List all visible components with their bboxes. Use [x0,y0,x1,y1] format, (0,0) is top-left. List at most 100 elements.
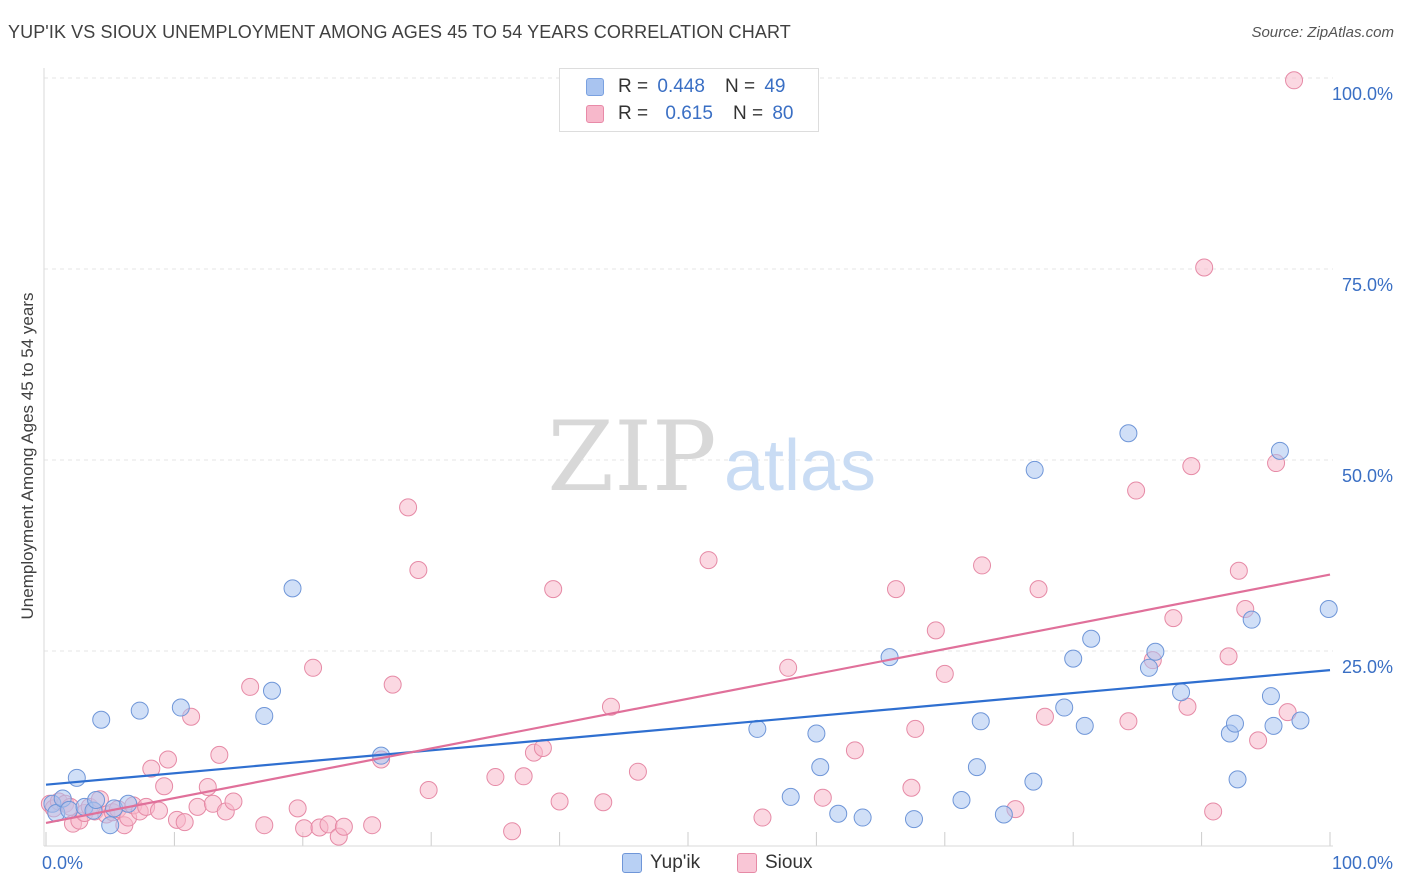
legend-n-label: N = [732,103,764,124]
watermark-atlas: atlas [724,426,876,506]
yupik-point [952,790,971,809]
yupik-point [807,724,826,743]
bottom-legend-swatch-sioux [737,853,757,873]
watermark: ZIP atlas [547,401,876,513]
axes [43,68,1333,847]
yupik-point [1270,441,1289,460]
legend-row-sioux: R = 0.615 N = 80 [586,102,793,126]
yupik-point [60,800,79,819]
yupik-point [119,794,138,813]
legend-row-yupik: R = 0.448 N = 49 [586,75,785,99]
sioux-point [149,801,168,820]
y-tick-label: 100.0% [1332,84,1393,104]
yupik-point [1082,629,1101,648]
sioux-point [973,556,992,575]
sioux-point [779,658,798,677]
sioux-point [155,777,174,796]
legend-n-label: N = [724,76,756,97]
sioux-point [158,750,177,769]
legend-swatch-yupik [586,78,604,96]
sioux-point [628,762,647,781]
yupik-point [283,579,302,598]
sioux-point [503,822,522,841]
yupik-point [853,808,872,827]
bottom-legend-label-sioux: Sioux [765,852,813,873]
sioux-point [1164,609,1183,628]
yupik-point [967,758,986,777]
sioux-point [1219,647,1238,666]
yupik-point [1025,460,1044,479]
sioux-point [845,741,864,760]
sioux-point [887,580,906,599]
chart-title: YUP'IK VS SIOUX UNEMPLOYMENT AMONG AGES … [8,22,791,42]
y-tick-label: 75.0% [1342,275,1393,295]
yupik-point [1261,687,1280,706]
legend-r-label: R = [618,76,649,97]
yupik-point [1225,714,1244,733]
sioux-point [1127,481,1146,500]
tick-labels: 25.0% 50.0% 75.0% 100.0% 0.0% 100.0% [42,84,1393,873]
y-tick-label: 50.0% [1342,466,1393,486]
sioux-point [902,778,921,797]
yupik-point [87,790,106,809]
yupik-trend-line [45,669,1331,786]
sioux-point [304,658,323,677]
sioux-point [188,797,207,816]
legend-n-value: 49 [764,76,786,97]
yupik-point [1064,649,1083,668]
x-tick-label: 100.0% [1332,853,1393,873]
bottom-legend-yupik: Yup'ik [622,851,700,875]
sioux-point [544,580,563,599]
sioux-point [906,719,925,738]
sioux-point [363,816,382,835]
grid-lines [44,77,1333,846]
sioux-point [601,697,620,716]
yupik-point [1319,599,1338,618]
trend-lines [45,573,1331,824]
yupik-point [1146,642,1165,661]
legend: R = 0.448 N = 49 R = 0.615 N = 80 [559,68,819,132]
sioux-point [1204,802,1223,821]
sioux-point [594,793,613,812]
sioux-trend-line [45,573,1331,824]
source-credit: Source: ZipAtlas.com [1251,24,1394,41]
sioux-point [514,767,533,786]
bottom-legend-sioux: Sioux [737,851,813,875]
sioux-point [1119,712,1138,731]
yupik-point [829,804,848,823]
sioux-point [550,792,569,811]
sioux-point [1182,457,1201,476]
yupik-point [130,701,149,720]
legend-r-value: 0.615 [665,103,713,124]
y-tick-label: 25.0% [1342,657,1393,677]
yupik-point [67,768,86,787]
yupik-point [1264,716,1283,735]
sioux-point [409,561,428,580]
yupik-point [1242,610,1261,629]
sioux-point [1278,703,1297,722]
yupik-point [811,758,830,777]
yupik-point [1119,424,1138,443]
yupik-point [101,816,120,835]
yupik-point [1228,770,1247,789]
yupik-point [1024,772,1043,791]
yupik-point [262,681,281,700]
sioux-point [288,799,307,818]
legend-n-value: 80 [772,103,794,124]
sioux-point [1195,258,1214,277]
yupik-point [748,719,767,738]
yupik-point [971,712,990,731]
yupik-point [904,810,923,829]
sioux-point [699,551,718,570]
yupik-point [880,648,899,667]
sioux-point [813,788,832,807]
legend-r-value: 0.448 [657,76,705,97]
yupik-point [1172,683,1191,702]
sioux-point [1035,707,1054,726]
legend-r-label: R = [618,103,649,124]
sioux-point [210,745,229,764]
sioux-point [753,808,772,827]
sioux-point [224,792,243,811]
sioux-point [175,813,194,832]
